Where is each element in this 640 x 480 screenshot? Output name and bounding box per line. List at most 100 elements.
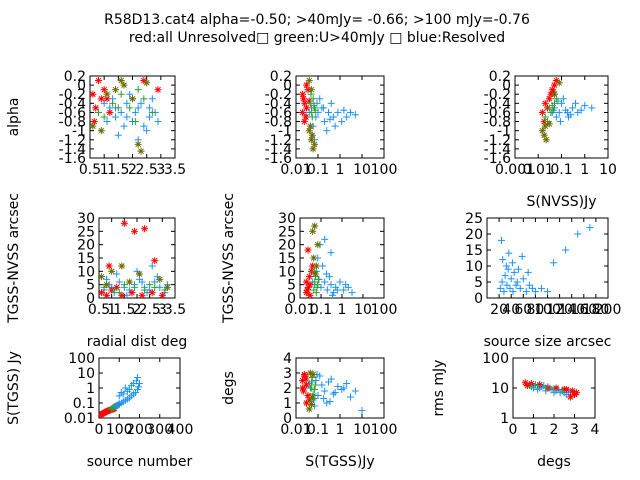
y-tick-label: 20 bbox=[278, 238, 296, 254]
data-point-olive bbox=[136, 270, 144, 278]
data-point-olive bbox=[306, 122, 314, 130]
data-point-blue bbox=[321, 387, 329, 395]
data-point-red bbox=[95, 77, 102, 85]
data-point-blue bbox=[571, 99, 579, 107]
data-point-blue bbox=[333, 286, 341, 294]
x-tick-label: 1 bbox=[100, 162, 109, 178]
y-tick-label: 25 bbox=[465, 211, 483, 227]
y-tick-label: -1 bbox=[278, 124, 292, 140]
data-point-blue bbox=[550, 259, 558, 267]
data-point-olive bbox=[312, 270, 320, 278]
figure-title-line2: red:all Unresolved□ green:U>40mJy □ blue… bbox=[129, 30, 505, 46]
data-point-olive bbox=[541, 122, 549, 130]
data-point-blue bbox=[103, 118, 111, 126]
figure-title-line1: R58D13.cat4 alpha=-0.50; >40mJy= -0.66; … bbox=[104, 12, 530, 28]
x-tick-label: 20 bbox=[490, 302, 508, 318]
data-point-olive bbox=[311, 140, 319, 148]
data-point-blue bbox=[318, 381, 326, 389]
x-tick-label: 4 bbox=[591, 422, 600, 438]
data-point-olive bbox=[308, 393, 316, 401]
x-tick-label: 300 bbox=[146, 422, 173, 438]
x-tick-label: 2 bbox=[550, 422, 559, 438]
plot-frame bbox=[98, 217, 176, 299]
y-tick-label: 10 bbox=[77, 366, 95, 382]
data-point-red bbox=[106, 108, 114, 116]
data-point-blue bbox=[343, 113, 351, 121]
data-point-blue bbox=[524, 268, 532, 276]
data-point-blue bbox=[336, 278, 344, 286]
x-tick-label: 100 bbox=[371, 162, 398, 178]
data-point-red bbox=[138, 291, 146, 298]
y-tick-label: 0 bbox=[474, 291, 483, 307]
data-point-blue bbox=[115, 278, 123, 286]
data-point-blue bbox=[348, 289, 356, 297]
data-point-blue bbox=[320, 104, 328, 112]
data-point-blue bbox=[552, 113, 560, 121]
data-point-olive bbox=[103, 281, 111, 289]
data-point-olive bbox=[163, 283, 171, 291]
data-point-blue bbox=[563, 108, 571, 116]
x-tick-label: 1.5 bbox=[113, 302, 135, 318]
data-point-blue bbox=[558, 99, 565, 107]
data-point-olive bbox=[310, 254, 318, 262]
y-tick-label: 0.01 bbox=[64, 411, 95, 427]
data-point-blue bbox=[319, 262, 327, 270]
x-tick-label: 0.01 bbox=[523, 162, 554, 178]
x-tick-label: 1 bbox=[336, 162, 345, 178]
data-point-blue bbox=[528, 284, 536, 292]
data-point-red bbox=[141, 225, 149, 233]
y-tick-label: 0 bbox=[283, 411, 292, 427]
data-point-blue bbox=[148, 95, 156, 103]
data-point-blue bbox=[340, 384, 348, 392]
data-point-olive bbox=[129, 95, 136, 103]
y-tick-label: -0.8 bbox=[484, 115, 511, 131]
y-tick-label: -1 bbox=[72, 124, 86, 140]
data-point-olive bbox=[99, 273, 106, 281]
data-point-red bbox=[306, 291, 314, 298]
data-point-olive bbox=[125, 278, 133, 286]
data-point-green bbox=[140, 95, 148, 103]
data-point-red bbox=[99, 289, 106, 297]
x-tick-label: 160 bbox=[570, 302, 597, 318]
x-axis-label: source size arcsec bbox=[484, 334, 612, 350]
data-point-blue bbox=[112, 113, 119, 121]
data-point-olive bbox=[305, 127, 313, 135]
y-tick-label: 1 bbox=[500, 411, 509, 427]
data-point-blue bbox=[342, 281, 350, 289]
y-tick-label: 0.2 bbox=[489, 69, 511, 85]
y-tick-label: -0.2 bbox=[265, 87, 292, 103]
subplot-6: 204060801001201401601802000510152025sour… bbox=[465, 211, 621, 350]
data-point-blue bbox=[340, 286, 348, 294]
points-layer bbox=[299, 369, 366, 414]
y-tick-label: 10 bbox=[278, 264, 296, 280]
data-point-blue bbox=[323, 399, 331, 407]
data-point-red bbox=[90, 90, 97, 98]
x-tick-label: 100 bbox=[371, 422, 398, 438]
data-point-blue bbox=[531, 288, 539, 296]
data-point-green bbox=[306, 99, 314, 107]
data-point-blue bbox=[134, 104, 142, 112]
y-tick-label: -0.8 bbox=[59, 115, 86, 131]
x-tick-label: 0.01 bbox=[284, 302, 315, 318]
data-point-olive bbox=[551, 90, 559, 98]
data-point-blue bbox=[148, 262, 156, 270]
data-point-blue bbox=[146, 113, 153, 121]
data-point-green bbox=[95, 108, 102, 116]
y-tick-label: 0 bbox=[86, 291, 95, 307]
x-tick-label: 2.5 bbox=[139, 302, 161, 318]
data-point-blue bbox=[516, 284, 524, 292]
data-point-olive bbox=[156, 275, 164, 283]
x-tick-label: 3.5 bbox=[164, 302, 186, 318]
data-point-red bbox=[302, 381, 310, 389]
data-point-blue bbox=[314, 392, 322, 399]
data-point-green bbox=[100, 113, 108, 121]
data-point-blue bbox=[562, 246, 570, 254]
x-axis-label: S(NVSS)Jy bbox=[526, 194, 596, 210]
data-point-green bbox=[110, 286, 118, 294]
data-point-green bbox=[148, 108, 156, 116]
points-layer bbox=[302, 222, 356, 298]
data-point-red bbox=[100, 86, 108, 94]
points-layer bbox=[538, 77, 596, 144]
